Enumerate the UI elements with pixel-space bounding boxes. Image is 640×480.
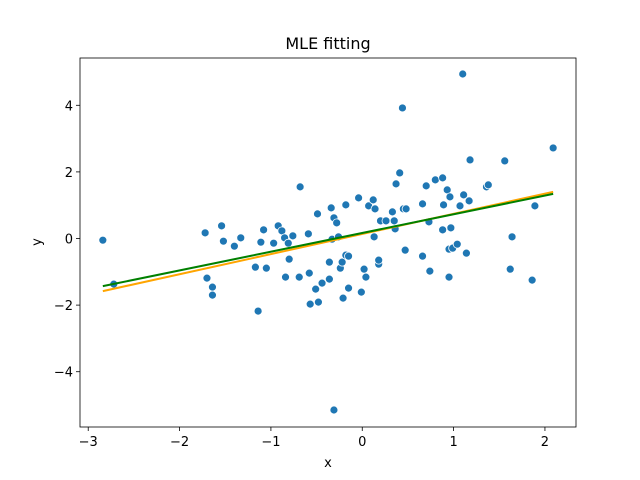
point — [548, 143, 558, 153]
x-tick-label: −3 — [79, 435, 98, 450]
point — [311, 284, 321, 294]
point — [317, 278, 327, 288]
point — [446, 223, 456, 233]
point — [400, 245, 410, 255]
point — [438, 225, 448, 235]
point — [303, 229, 313, 239]
point — [256, 237, 266, 247]
point — [324, 274, 334, 284]
point — [314, 297, 323, 307]
point — [398, 103, 407, 113]
point — [344, 283, 353, 293]
point — [370, 204, 380, 214]
point — [305, 299, 315, 309]
y-tick-label: 4 — [65, 99, 73, 114]
point — [202, 273, 212, 283]
point — [455, 201, 465, 211]
point — [381, 216, 391, 226]
point — [229, 241, 239, 251]
point — [283, 238, 293, 248]
point — [344, 251, 353, 261]
point — [354, 193, 364, 203]
point — [500, 156, 510, 166]
point — [284, 254, 294, 264]
point — [395, 168, 405, 178]
x-axis-label: x — [324, 456, 332, 471]
x-tick-label: −1 — [261, 435, 280, 450]
y-axis-label: y — [30, 238, 45, 246]
y-tick-label: −2 — [54, 299, 73, 314]
point — [505, 264, 515, 274]
point — [452, 239, 462, 249]
point — [401, 204, 411, 214]
point — [430, 175, 440, 185]
point — [219, 236, 228, 246]
y-tick-label: −4 — [54, 366, 73, 381]
point — [369, 232, 379, 242]
point — [313, 209, 322, 219]
point — [329, 405, 339, 415]
point — [295, 182, 305, 192]
point — [418, 251, 427, 261]
point — [464, 196, 474, 206]
point — [438, 173, 448, 183]
point — [465, 155, 475, 165]
point — [341, 200, 351, 210]
point — [98, 235, 108, 245]
point — [332, 218, 342, 228]
x-tick-label: 1 — [449, 435, 457, 450]
chart-title: MLE fitting — [285, 34, 370, 53]
point — [294, 272, 304, 282]
point — [261, 263, 271, 273]
point — [324, 257, 334, 267]
point — [530, 201, 540, 211]
point — [269, 238, 279, 248]
point — [217, 221, 226, 231]
point — [359, 264, 369, 274]
point — [444, 272, 454, 282]
point — [304, 268, 314, 278]
point — [389, 216, 399, 226]
point — [281, 272, 290, 282]
point — [425, 266, 435, 276]
point — [421, 181, 431, 191]
point — [387, 207, 397, 217]
point — [208, 282, 217, 292]
point — [391, 179, 401, 189]
point — [459, 190, 469, 200]
point — [458, 69, 468, 79]
point — [208, 290, 217, 300]
point — [200, 228, 210, 238]
point — [483, 180, 493, 190]
y-tick-label: 0 — [65, 233, 73, 248]
x-tick-label: 2 — [541, 435, 549, 450]
point — [418, 199, 427, 209]
x-tick-label: −2 — [170, 435, 189, 450]
fit-line — [102, 192, 554, 288]
point — [361, 272, 371, 282]
point — [337, 257, 347, 267]
point — [288, 231, 298, 241]
point — [236, 233, 246, 243]
point — [259, 225, 269, 235]
point — [445, 192, 455, 202]
point — [374, 255, 384, 265]
point — [439, 200, 448, 210]
y-tick-label: 2 — [65, 166, 73, 181]
point — [253, 306, 263, 316]
point — [356, 287, 366, 297]
point — [250, 262, 260, 272]
x-tick-label: 0 — [358, 435, 366, 450]
point — [326, 203, 336, 213]
point — [527, 275, 537, 285]
point — [338, 293, 348, 303]
point — [507, 232, 517, 242]
point — [461, 248, 471, 258]
point — [368, 195, 378, 205]
plot-frame — [79, 57, 577, 428]
